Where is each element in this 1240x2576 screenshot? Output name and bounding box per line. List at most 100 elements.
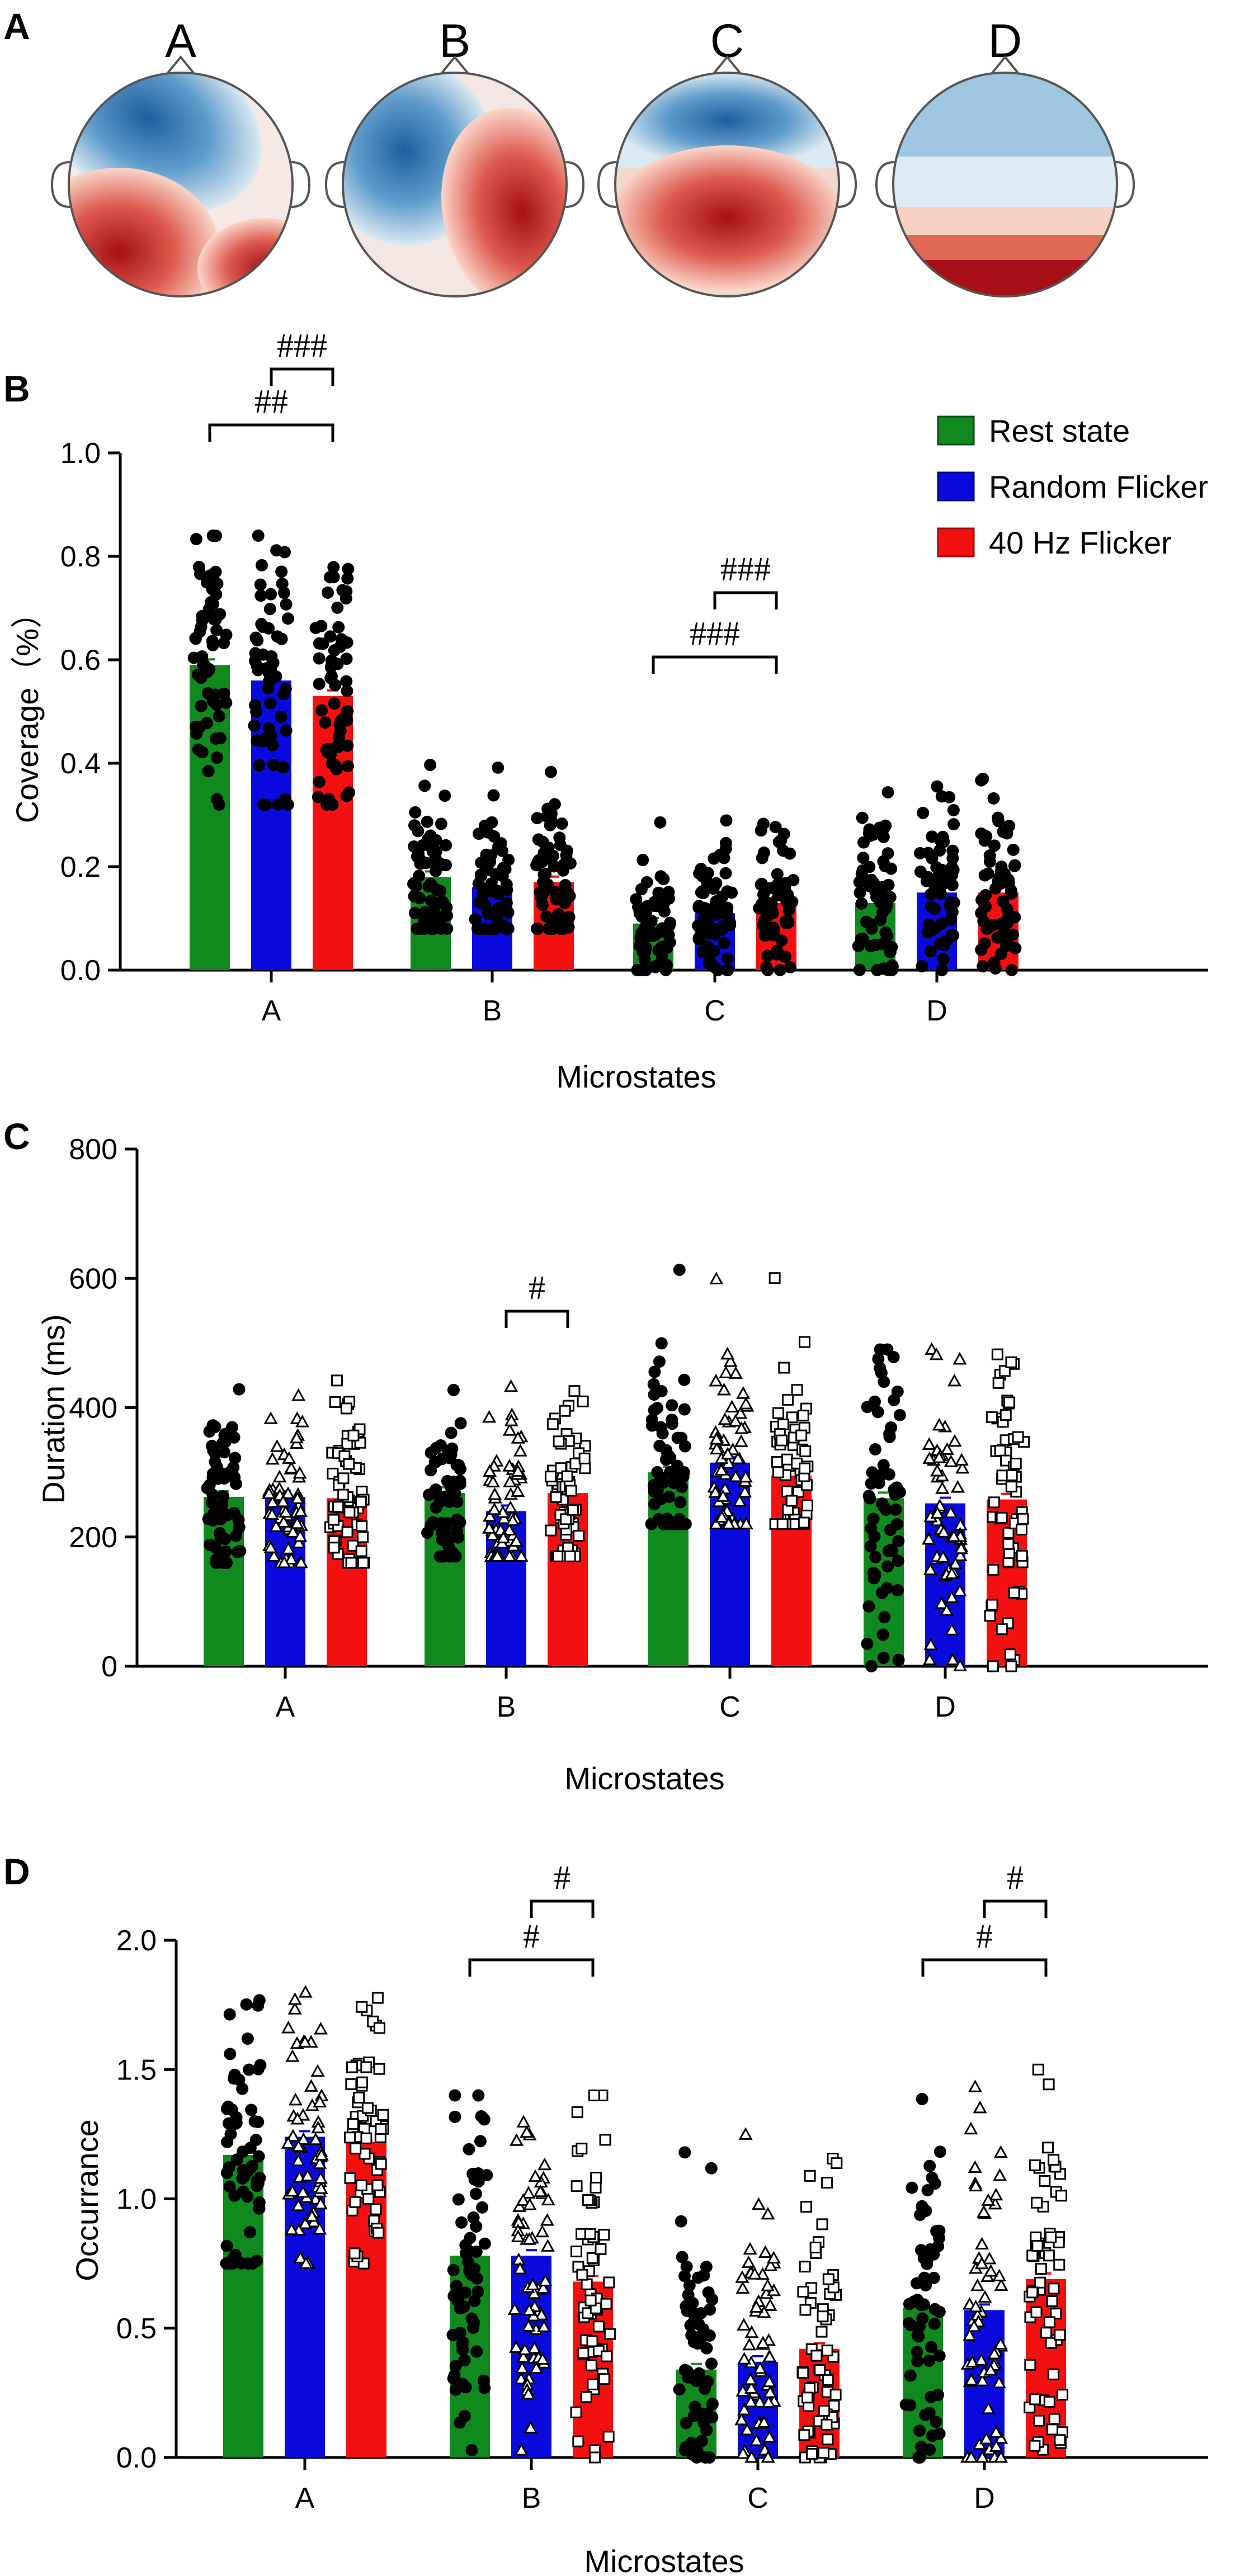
data-point	[733, 1406, 748, 1419]
data-point	[291, 2139, 306, 2152]
data-point	[889, 1488, 902, 1501]
data-point	[1008, 1586, 1020, 1599]
data-point	[412, 847, 425, 860]
data-point	[953, 1351, 967, 1365]
right-ear	[837, 161, 857, 208]
data-point	[527, 2341, 542, 2354]
data-point	[452, 1459, 465, 1472]
data-point	[252, 530, 265, 542]
data-point	[468, 2295, 481, 2308]
data-point	[946, 1529, 961, 1542]
head-outline	[892, 72, 1118, 297]
data-point	[371, 2179, 384, 2191]
data-point	[293, 2251, 308, 2263]
data-point	[681, 2365, 694, 2378]
data-point	[327, 1514, 340, 1526]
points-rest-b	[421, 1383, 467, 1563]
data-point	[924, 945, 937, 958]
data-point	[332, 1501, 344, 1513]
data-point	[582, 2194, 594, 2206]
data-point	[511, 2229, 525, 2242]
x-axis-label: Microstates	[564, 1761, 724, 1796]
data-point	[438, 1550, 451, 1563]
data-point	[553, 1435, 565, 1448]
x-tick-label: A	[276, 1691, 295, 1723]
data-point	[455, 2216, 468, 2229]
data-point	[645, 914, 658, 927]
data-point	[603, 2276, 615, 2289]
data-point	[527, 2286, 541, 2299]
data-point	[251, 634, 264, 647]
data-point	[657, 1518, 670, 1530]
data-point	[341, 636, 353, 649]
significance-label: ###	[690, 615, 740, 652]
data-point	[540, 2239, 555, 2252]
data-point	[535, 2352, 550, 2365]
data-point	[420, 857, 433, 869]
data-point	[220, 2167, 233, 2180]
data-point	[1042, 2142, 1054, 2154]
data-point	[762, 2374, 777, 2388]
data-point	[502, 1549, 517, 1562]
data-point	[869, 885, 882, 898]
data-point	[205, 1496, 218, 1509]
points-flicker40-a	[309, 561, 356, 811]
data-point	[441, 909, 454, 922]
data-point	[478, 2237, 491, 2250]
data-point	[604, 2328, 616, 2340]
data-point	[408, 819, 421, 832]
data-point	[313, 2021, 328, 2035]
data-point	[767, 921, 780, 934]
data-point	[680, 2417, 692, 2430]
data-point	[313, 637, 326, 650]
data-point	[912, 2330, 925, 2343]
data-point	[472, 2285, 484, 2298]
data-point	[568, 1385, 581, 1397]
data-point	[236, 2145, 249, 2158]
data-point	[732, 1493, 747, 1507]
data-point	[286, 1525, 300, 1538]
data-point	[454, 2302, 466, 2315]
data-point	[312, 791, 324, 803]
data-point	[947, 1373, 961, 1387]
data-point	[373, 2227, 385, 2239]
data-point	[373, 2022, 385, 2034]
data-point	[795, 1429, 808, 1441]
data-point	[723, 1354, 738, 1367]
data-point	[487, 1502, 502, 1515]
data-point	[953, 1658, 968, 1671]
data-point	[994, 2450, 1008, 2463]
points-rest-b	[407, 759, 454, 935]
data-point	[689, 2400, 701, 2413]
data-point	[705, 2162, 718, 2175]
data-point	[634, 932, 647, 944]
data-point	[695, 863, 708, 876]
data-point	[809, 2242, 822, 2254]
data-point	[581, 2278, 593, 2290]
data-point	[663, 1491, 676, 1504]
data-point	[916, 2200, 928, 2213]
data-point	[494, 837, 507, 850]
data-point	[502, 923, 515, 935]
data-point	[275, 711, 287, 724]
data-point	[636, 854, 649, 867]
data-point	[509, 2340, 524, 2353]
data-point	[720, 1447, 735, 1460]
data-point	[265, 1452, 280, 1465]
data-point	[996, 1623, 1008, 1636]
data-point	[904, 2369, 917, 2382]
data-point	[945, 1566, 959, 1580]
data-point	[937, 878, 950, 891]
data-point	[522, 2303, 536, 2316]
y-tick-label: 1.0	[116, 2183, 157, 2216]
data-point	[504, 1379, 518, 1392]
data-point	[878, 1376, 890, 1388]
data-point	[304, 2079, 319, 2092]
x-tick-label: B	[497, 1691, 516, 1723]
data-point	[640, 876, 653, 888]
data-point	[280, 598, 293, 611]
data-point	[709, 1441, 724, 1455]
data-point	[245, 2104, 258, 2116]
data-point	[947, 1434, 962, 1447]
data-point	[822, 2433, 834, 2446]
